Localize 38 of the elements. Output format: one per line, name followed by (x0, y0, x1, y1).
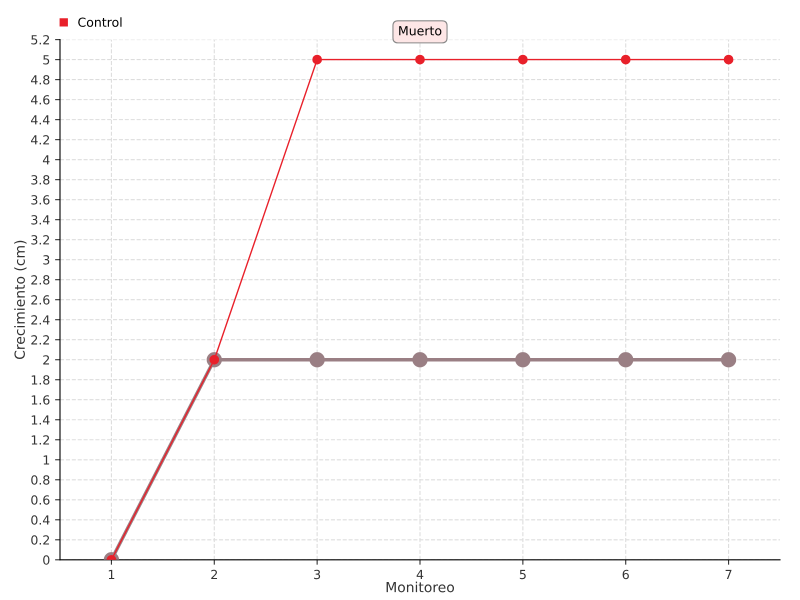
y-tick-label: 0 (43, 555, 50, 565)
y-tick-label: 2.2 (31, 335, 50, 344)
y-tick-label: 5 (43, 55, 50, 65)
x-tick-label: 4 (416, 570, 424, 580)
y-tick-label: 3.8 (31, 175, 50, 185)
y-tick-label: 1.2 (32, 435, 50, 445)
y-tick-label: 2.6 (31, 295, 50, 305)
y-axis-title: Crecimiento (cm) (14, 240, 27, 360)
y-tick-label: 1.4 (32, 415, 50, 424)
annotation: Muerto (399, 26, 442, 36)
x-tick-label: 2 (211, 570, 218, 580)
x-tick-label: 7 (726, 570, 732, 580)
y-tick-label: 0.8 (31, 475, 50, 485)
y-tick-label: 4.8 (31, 75, 50, 85)
y-tick-label: 1 (44, 455, 50, 465)
y-tick-label: 0.2 (31, 535, 50, 545)
y-tick-label: 3.6 (31, 195, 50, 205)
y-tick-label: 4.2 (31, 135, 50, 144)
y-tick-label: 4.4 (31, 115, 50, 124)
legend-label: Control (78, 17, 122, 27)
y-tick-label: 2.4 (31, 315, 50, 324)
y-tick-label: 1.6 (32, 395, 50, 405)
y-tick-label: 2.8 (31, 275, 50, 285)
y-tick-label: 3 (43, 255, 50, 265)
y-tick-label: 3.4 (31, 215, 50, 225)
y-tick-label: 1.8 (32, 375, 50, 385)
x-axis-title: Monitoreo (386, 582, 454, 592)
y-tick-label: 4 (42, 155, 50, 164)
x-tick-label: 5 (520, 570, 526, 580)
y-tick-label: 0.4 (31, 515, 50, 525)
y-tick-label: 5.2 (31, 35, 50, 45)
y-tick-label: 2 (43, 355, 50, 364)
x-tick-label: 6 (622, 570, 629, 580)
y-tick-label: 3.2 (31, 235, 50, 245)
y-tick-label: 4.6 (31, 95, 50, 105)
x-tick-label: 1 (108, 570, 114, 580)
x-tick-label: 3 (314, 570, 320, 580)
y-tick-label: 0.6 (31, 495, 50, 505)
